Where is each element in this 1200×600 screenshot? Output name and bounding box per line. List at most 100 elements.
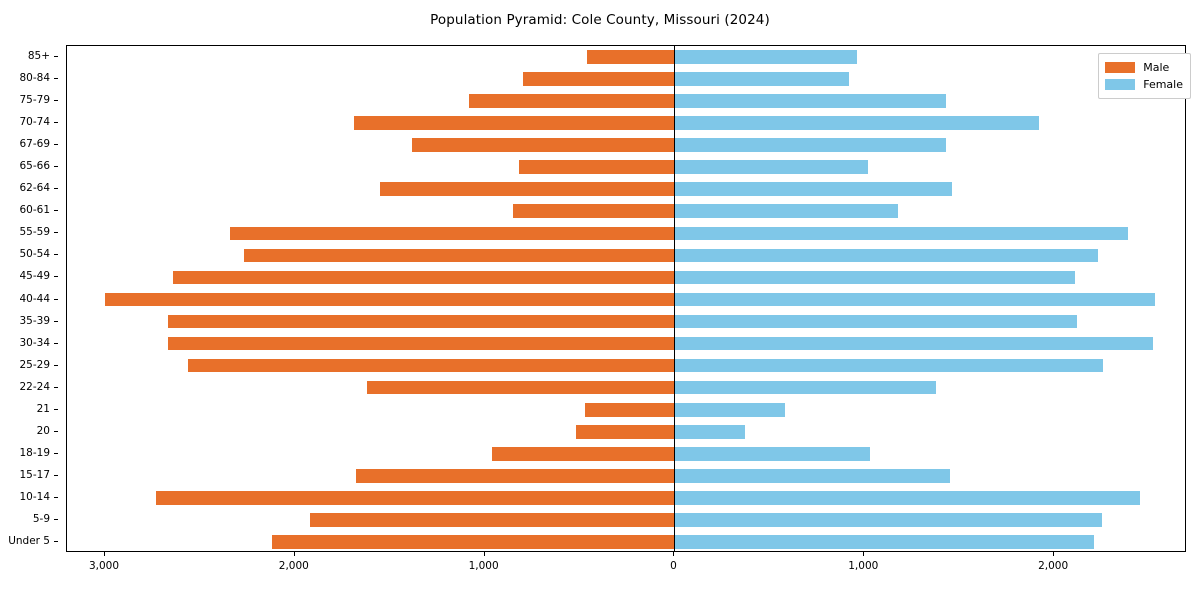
plot-area xyxy=(66,45,1186,552)
bar-female xyxy=(674,469,950,483)
y-tick-label: 5-9 xyxy=(32,512,50,525)
y-tick-label: 22-24 xyxy=(19,380,50,393)
bar-male xyxy=(513,204,675,219)
bar-female xyxy=(674,226,1129,241)
bar-male xyxy=(243,248,675,263)
bar-male xyxy=(522,72,675,86)
bar-male xyxy=(355,469,675,483)
bar-row xyxy=(67,336,1185,351)
bar-row xyxy=(67,226,1185,241)
bar-row xyxy=(67,314,1185,329)
bar-row xyxy=(67,469,1185,483)
y-tick-mark xyxy=(54,144,58,146)
y-tick-mark xyxy=(54,100,58,102)
y-axis: 85+ 80-84 75-79 70-74 67-69 65-66 62-64 60-61 55… xyxy=(0,45,60,552)
bar-male xyxy=(518,160,675,175)
y-tick-label: 15-17 xyxy=(19,468,50,481)
y-tick-mark xyxy=(54,386,58,388)
x-tick-mark xyxy=(673,552,675,556)
legend-item-female: Female xyxy=(1105,76,1183,93)
bar-male xyxy=(156,491,675,505)
bar-male xyxy=(575,424,675,439)
bar-female xyxy=(674,336,1153,351)
y-tick-label: 10-14 xyxy=(19,490,50,503)
bar-male xyxy=(380,182,675,197)
y-tick-mark xyxy=(54,188,58,190)
bar-row xyxy=(67,358,1185,373)
x-tick-label: 2,000 xyxy=(1038,560,1069,572)
bar-male xyxy=(587,50,675,64)
bar-male xyxy=(188,358,675,373)
bar-male xyxy=(412,138,675,153)
y-tick-mark xyxy=(54,210,58,212)
x-tick-mark xyxy=(483,552,485,556)
y-tick-mark xyxy=(54,496,58,498)
x-tick-mark xyxy=(103,552,105,556)
legend-swatch-female xyxy=(1105,79,1136,90)
y-tick-label: 65-66 xyxy=(19,160,50,173)
bar-female xyxy=(674,160,869,175)
bar-row xyxy=(67,72,1185,86)
y-tick-label: 50-54 xyxy=(19,248,50,261)
bar-female xyxy=(674,402,785,417)
bar-male xyxy=(272,535,675,549)
bar-row xyxy=(67,402,1185,417)
bar-male xyxy=(585,402,675,417)
y-tick-mark xyxy=(54,122,58,124)
bar-female xyxy=(674,424,745,439)
bar-female xyxy=(674,535,1094,549)
bar-row xyxy=(67,50,1185,64)
bar-row xyxy=(67,491,1185,505)
x-tick-mark xyxy=(293,552,295,556)
y-tick-label: 35-39 xyxy=(19,314,50,327)
bar-male xyxy=(492,446,675,461)
legend-label-female: Female xyxy=(1143,78,1183,91)
legend-label-male: Male xyxy=(1143,61,1170,74)
x-tick-label: 1,000 xyxy=(848,560,879,572)
chart-title: Population Pyramid: Cole County, Missour… xyxy=(430,12,770,28)
y-tick-label: 45-49 xyxy=(19,270,50,283)
bar-female xyxy=(674,314,1077,329)
y-tick-mark xyxy=(54,78,58,80)
y-tick-mark xyxy=(54,56,58,58)
y-tick-mark xyxy=(54,518,58,520)
y-tick-label: 21 xyxy=(36,402,50,415)
bar-row xyxy=(67,94,1185,108)
x-tick-mark xyxy=(863,552,865,556)
bar-male xyxy=(104,292,675,307)
y-tick-mark xyxy=(54,320,58,322)
y-tick-label: 60-61 xyxy=(19,204,50,217)
y-tick-label: 40-44 xyxy=(19,292,50,305)
x-tick-label: 1,000 xyxy=(468,560,499,572)
bar-row xyxy=(67,248,1185,263)
y-tick-mark xyxy=(54,408,58,410)
y-tick-mark xyxy=(54,430,58,432)
bar-row xyxy=(67,292,1185,307)
bar-female xyxy=(674,50,857,64)
bar-female xyxy=(674,138,946,153)
bar-row xyxy=(67,270,1185,285)
y-tick-label: 20 xyxy=(36,424,50,437)
bar-female xyxy=(674,513,1102,527)
y-tick-mark xyxy=(54,276,58,278)
bar-row xyxy=(67,513,1185,527)
y-tick-label: 18-19 xyxy=(19,446,50,459)
bar-row xyxy=(67,160,1185,175)
legend-swatch-male xyxy=(1105,62,1136,73)
y-tick-mark xyxy=(54,540,58,542)
bar-male xyxy=(353,116,675,130)
y-tick-mark xyxy=(54,232,58,234)
y-tick-label: 85+ xyxy=(27,50,50,63)
bar-female xyxy=(674,380,937,395)
y-tick-label: 67-69 xyxy=(19,138,50,151)
bar-male xyxy=(469,94,675,108)
bar-male xyxy=(366,380,675,395)
bar-female xyxy=(674,358,1104,373)
y-tick-mark xyxy=(54,298,58,300)
bar-female xyxy=(674,446,870,461)
y-tick-label: 30-34 xyxy=(19,336,50,349)
bar-female xyxy=(674,94,946,108)
legend-item-male: Male xyxy=(1105,59,1183,76)
bar-female xyxy=(674,116,1039,130)
